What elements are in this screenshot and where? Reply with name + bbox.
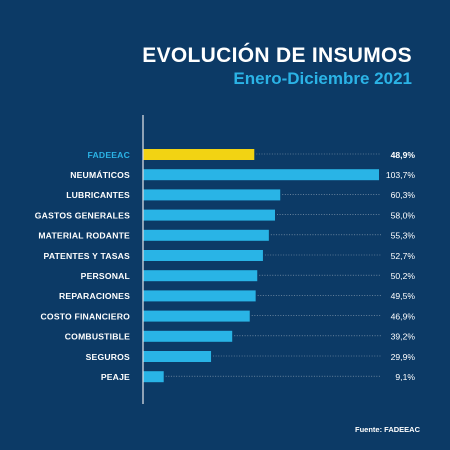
- bar: [143, 189, 281, 201]
- highlight-bar: [143, 149, 255, 160]
- bar: [143, 330, 233, 342]
- bar: [143, 371, 164, 383]
- category-label: SEGUROS: [86, 352, 130, 362]
- value-label: 50,2%: [391, 271, 416, 281]
- bar: [143, 290, 256, 302]
- category-label: LUBRICANTES: [66, 190, 130, 200]
- source-note: Fuente: FADEEAC: [354, 425, 420, 434]
- value-label: 49,5%: [391, 291, 416, 301]
- category-label: PEAJE: [101, 372, 130, 382]
- chart-title: EVOLUCIÓN DE INSUMOS: [142, 44, 412, 67]
- value-label: 46,9%: [391, 311, 416, 321]
- bar: [143, 310, 250, 322]
- bar: [143, 250, 263, 261]
- category-label: FADEEAC: [88, 150, 130, 160]
- category-label: COSTO FINANCIERO: [41, 311, 131, 321]
- category-label: COMBUSTIBLE: [65, 332, 130, 342]
- category-label: NEUMÁTICOS: [70, 170, 130, 180]
- bar: [143, 169, 379, 181]
- value-label: 39,2%: [391, 332, 416, 342]
- category-label: REPARACIONES: [59, 291, 130, 301]
- bar: [143, 209, 275, 221]
- category-label: GASTOS GENERALES: [35, 210, 130, 220]
- bar: [143, 229, 269, 241]
- value-label: 58,0%: [391, 210, 416, 220]
- category-label: PATENTES Y TASAS: [44, 251, 131, 261]
- bar: [143, 351, 212, 362]
- category-label: PERSONAL: [81, 271, 130, 281]
- value-label: 103,7%: [386, 170, 416, 180]
- value-label: 55,3%: [391, 231, 416, 241]
- bar: [143, 270, 258, 282]
- value-label: 60,3%: [391, 190, 416, 200]
- value-label: 9,1%: [395, 372, 415, 382]
- value-label: 52,7%: [391, 251, 416, 261]
- category-label: MATERIAL RODANTE: [38, 231, 130, 241]
- value-label: 29,9%: [391, 352, 416, 362]
- chart-subtitle: Enero-Diciembre 2021: [233, 69, 412, 88]
- value-label: 48,9%: [391, 150, 416, 160]
